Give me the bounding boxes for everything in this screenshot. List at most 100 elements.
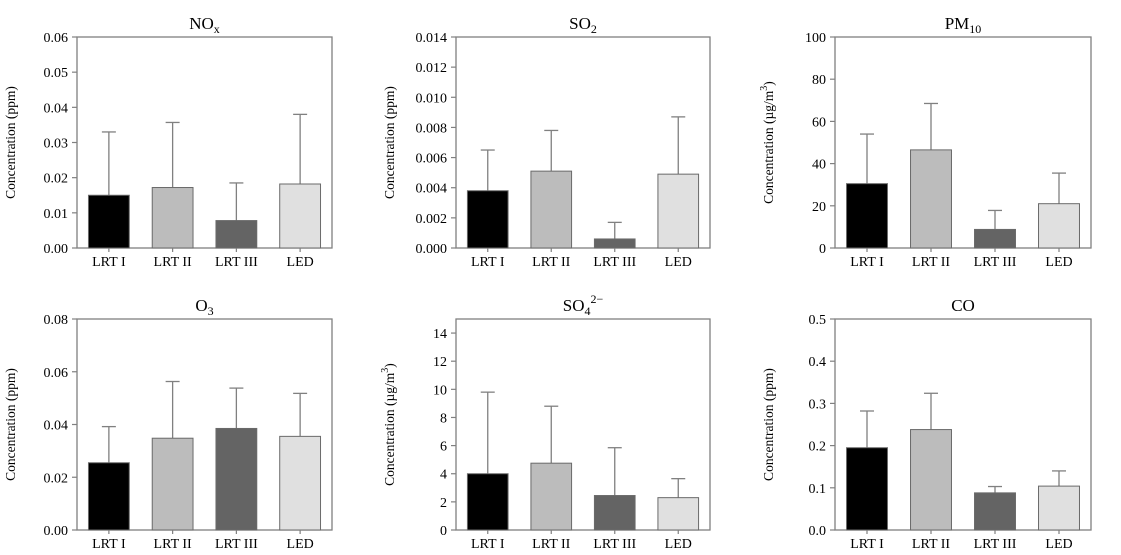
- chart-title-sup: 2−: [590, 292, 603, 306]
- y-tick-label: 0.000: [416, 242, 448, 257]
- y-tick-label: 2: [440, 496, 447, 511]
- bar: [215, 220, 258, 249]
- y-tick-label: 6: [440, 440, 447, 455]
- x-tick-label: LRT I: [471, 537, 505, 552]
- bar: [910, 429, 952, 531]
- bar: [151, 187, 194, 249]
- chart-title-main: PM: [945, 14, 970, 33]
- chart-title: SO2: [569, 14, 597, 36]
- bar: [466, 473, 509, 531]
- y-tick-label: 0.4: [809, 355, 827, 370]
- y-axis-label-tail: ): [761, 81, 776, 86]
- y-axis-label: Concentration (ppm): [382, 86, 397, 199]
- y-tick-label: 0.5: [809, 313, 827, 328]
- y-tick-label: 0.05: [44, 66, 69, 81]
- y-tick-label: 0.012: [416, 61, 448, 76]
- y-axis-label-sup: 3: [380, 368, 391, 373]
- bar: [279, 183, 322, 249]
- bar: [87, 462, 130, 531]
- y-tick-label: 40: [812, 158, 826, 173]
- x-tick-label: LED: [665, 537, 692, 552]
- chart-panel-1: 0.00 0.01 0.02 0.03 0.04 0.05 0.06 LRT I LRT II L…: [3, 14, 333, 270]
- chart-panel-6: 0.0 0.1 0.2 0.3 0.4 0.5 LRT I LRT II LRT III LED C…: [761, 296, 1092, 552]
- bar: [657, 173, 700, 249]
- plot-frame: [455, 318, 711, 531]
- y-tick-label: 0.00: [44, 242, 69, 257]
- bar: [846, 183, 888, 249]
- x-tick-label: LRT III: [974, 537, 1017, 552]
- y-axis-label: Concentration (µg/m3): [759, 81, 776, 204]
- y-tick-label: 8: [440, 411, 447, 426]
- y-axis-label-main: Concentration (µg/m: [382, 372, 397, 486]
- x-tick-label: LRT II: [154, 537, 193, 552]
- bar: [530, 462, 573, 531]
- chart-title-main: SO: [569, 14, 591, 33]
- x-tick-label: LED: [1045, 255, 1072, 270]
- y-axis-label-sup: 3: [759, 86, 770, 91]
- y-tick-label: 0.0: [809, 524, 827, 539]
- y-axis-label-main: Concentration (µg/m: [761, 90, 776, 204]
- y-tick-label: 0.010: [416, 91, 448, 106]
- y-tick-label: 0.06: [44, 366, 69, 381]
- x-tick-label: LED: [287, 537, 314, 552]
- plot-frame: [834, 318, 1092, 531]
- y-tick-label: 0: [819, 242, 826, 257]
- y-tick-label: 80: [812, 73, 826, 88]
- x-tick-label: LRT II: [154, 255, 193, 270]
- y-tick-label: 4: [440, 468, 447, 483]
- plot-frame: [455, 36, 711, 249]
- bar: [657, 497, 700, 531]
- y-tick-label: 0.03: [44, 137, 69, 152]
- y-tick-label: 0.02: [44, 172, 69, 187]
- bar: [530, 170, 573, 249]
- y-tick-label: 0.004: [416, 182, 448, 197]
- y-tick-label: 14: [433, 327, 447, 342]
- chart-panel-4: 0.00 0.02 0.04 0.06 0.08 LRT I LRT II LRT III LE…: [3, 296, 333, 552]
- chart-title-sub: 10: [969, 22, 981, 36]
- chart-title: O3: [195, 296, 213, 318]
- bar: [466, 190, 509, 249]
- x-tick-label: LRT II: [912, 537, 951, 552]
- x-tick-label: LRT I: [850, 255, 884, 270]
- bar: [846, 447, 888, 531]
- y-tick-label: 0.014: [416, 31, 448, 46]
- y-axis-label-main: Concentration (ppm): [3, 86, 18, 199]
- bar: [593, 495, 636, 531]
- y-tick-label: 0.01: [44, 207, 69, 222]
- y-tick-label: 10: [433, 383, 447, 398]
- chart-title: PM10: [945, 14, 982, 36]
- y-axis-label: Concentration (µg/m3): [380, 363, 397, 486]
- bar: [151, 437, 194, 531]
- bar: [974, 228, 1016, 249]
- x-tick-label: LRT II: [532, 537, 571, 552]
- x-tick-label: LRT III: [974, 255, 1017, 270]
- chart-title-sub: 2: [591, 22, 597, 36]
- y-tick-label: 0.002: [416, 212, 448, 227]
- y-axis-label-main: Concentration (ppm): [761, 368, 776, 481]
- chart-panel-2: 0.000 0.002 0.004 0.006 0.008 0.010 0.012 0.014…: [382, 14, 711, 270]
- bar: [910, 149, 952, 249]
- chart-panel-3: 0 20 40 60 80 100 LRT I LRT II LRT III LED PM10 Con…: [759, 14, 1092, 270]
- y-axis-label: Concentration (ppm): [3, 86, 18, 199]
- y-tick-label: 0.00: [44, 524, 69, 539]
- bar: [215, 427, 258, 531]
- y-axis-label: Concentration (ppm): [3, 368, 18, 481]
- x-tick-label: LRT I: [92, 537, 126, 552]
- bar: [87, 194, 130, 249]
- chart-title: SO42−: [563, 292, 604, 318]
- y-tick-label: 0.3: [809, 397, 827, 412]
- bar: [1038, 485, 1080, 531]
- chart-title-main: O: [195, 296, 207, 315]
- x-tick-label: LRT III: [215, 255, 258, 270]
- x-tick-label: LRT I: [850, 537, 884, 552]
- x-tick-label: LRT II: [912, 255, 951, 270]
- y-tick-label: 20: [812, 200, 826, 215]
- chart-title: NOx: [189, 14, 220, 36]
- x-tick-label: LED: [287, 255, 314, 270]
- x-tick-label: LED: [1045, 537, 1072, 552]
- chart-title-sub: 4: [584, 304, 590, 318]
- y-tick-label: 60: [812, 115, 826, 130]
- x-tick-label: LRT I: [92, 255, 126, 270]
- y-tick-label: 0.04: [44, 419, 69, 434]
- bar: [974, 492, 1016, 531]
